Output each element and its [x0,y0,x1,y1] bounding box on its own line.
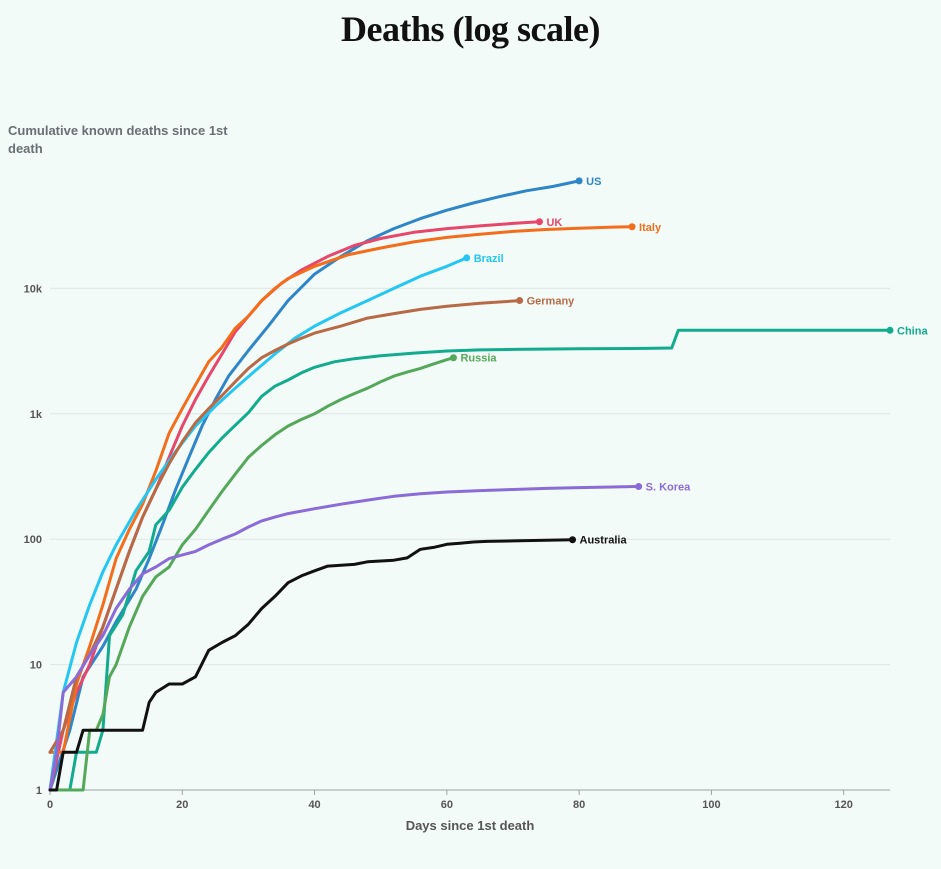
series-label-china: China [897,325,928,337]
series-labels: US UK Italy Brazil Germany China Russia S. Kore… [460,176,928,547]
series-label-italy: Italy [639,222,662,234]
series-line-australia [48,538,574,792]
y-axis-label: Cumulative known deaths since 1st death [8,123,228,156]
x-axis-label: Days since 1st death [405,818,535,833]
series-endpoint-brazil [463,254,471,262]
series-endpoint-uk [535,218,543,226]
y-tick-label: 100 [24,534,42,546]
series-endpoint-germany [516,297,524,305]
series-endpoint-russia [449,354,457,362]
series-label-australia: Australia [580,535,628,547]
y-tick-label: 1k [30,409,43,421]
y-tick-label: 10 [30,660,42,672]
series-line-china [48,328,892,792]
x-tick-label: 40 [308,799,320,811]
series-line-us [48,179,581,792]
series-line-brazil [48,256,469,792]
series-label-uk: UK [546,217,562,229]
series-endpoint-italy [628,223,636,231]
series-line-russia [48,356,455,792]
series-layer [48,177,894,792]
chart-title: Deaths (log scale) [341,9,600,49]
series-label-brazil: Brazil [474,253,504,265]
series-endpoint-china [886,326,894,334]
grid-lines [50,287,890,666]
series-line-germany [48,299,522,754]
x-tick-label: 100 [702,799,720,811]
series-line-s-korea [48,485,641,792]
series-endpoint-us [575,177,583,185]
series-label-russia: Russia [460,353,497,365]
y-tick-label: 10k [24,283,43,295]
x-tick-label: 20 [176,799,188,811]
x-tick-label: 120 [835,799,853,811]
series-endpoint-s-korea [635,483,643,491]
series-endpoint-australia [569,536,577,544]
axes: 1 10 100 1k 10k 0 20 40 60 80 100 120 [24,283,890,811]
y-tick-label: 1 [36,785,42,797]
x-tick-label: 80 [573,799,585,811]
series-label-s-korea: S. Korea [646,482,692,494]
x-tick-label: 0 [47,799,53,811]
series-line-uk [48,220,541,792]
x-tick-label: 60 [441,799,453,811]
series-line-italy [48,225,634,754]
series-label-germany: Germany [527,296,576,308]
series-label-us: US [586,176,601,188]
